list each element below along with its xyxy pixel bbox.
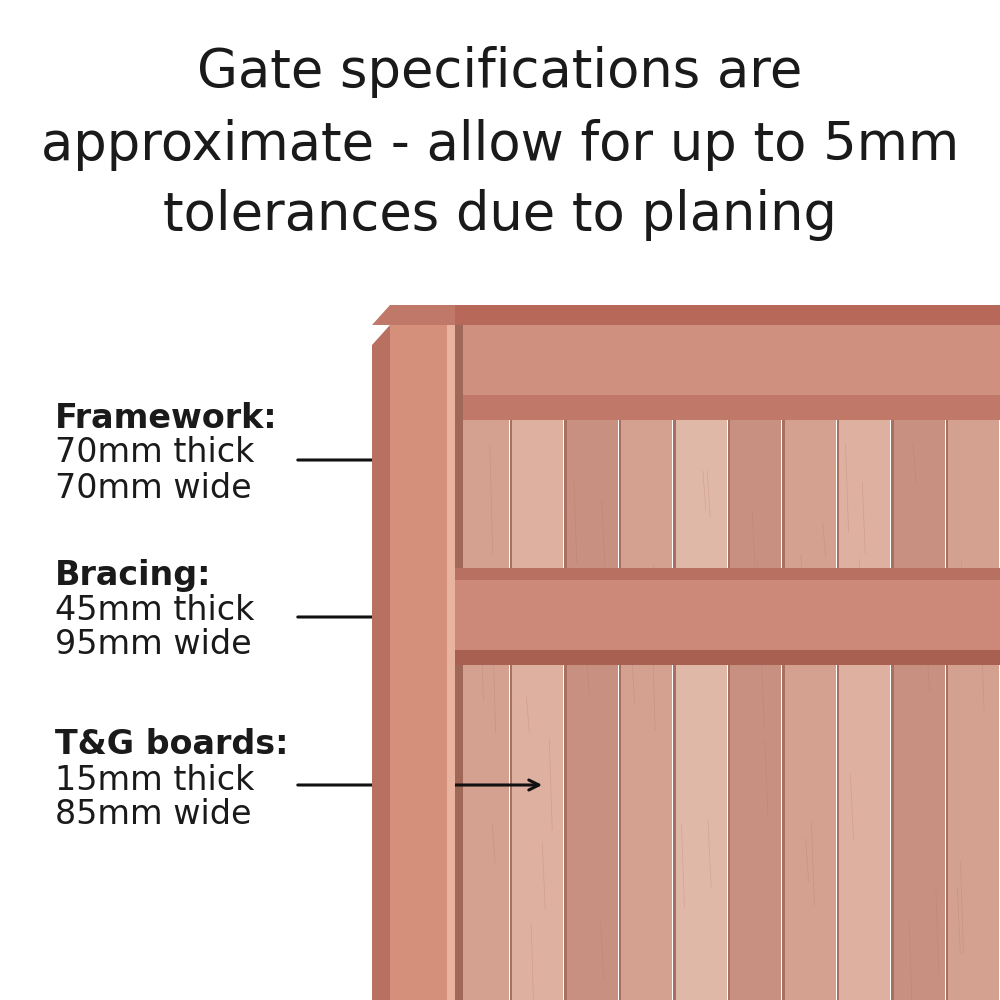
Bar [782, 395, 784, 1000]
Bar [946, 395, 999, 1000]
Bar [836, 395, 839, 1000]
Bar [455, 568, 1000, 580]
Text: T&G boards:: T&G boards: [55, 728, 288, 762]
Bar [674, 395, 726, 1000]
Bar [455, 650, 1000, 665]
Bar [620, 395, 672, 1000]
Bar [783, 395, 836, 1000]
Text: 45mm thick: 45mm thick [55, 593, 254, 626]
Bar [564, 395, 566, 1000]
Polygon shape [372, 305, 455, 325]
Text: Bracing:: Bracing: [55, 558, 212, 591]
Text: Gate specifications are: Gate specifications are [197, 46, 803, 98]
Bar [456, 395, 509, 1000]
Text: 70mm wide: 70mm wide [55, 472, 252, 504]
Bar [455, 395, 1000, 420]
Bar [455, 325, 463, 1000]
Bar [673, 395, 676, 1000]
Bar [455, 305, 1000, 325]
Bar [455, 580, 1000, 650]
Bar [565, 395, 618, 1000]
Text: 15mm thick: 15mm thick [55, 764, 254, 796]
Bar [511, 395, 563, 1000]
Bar [728, 395, 730, 1000]
Bar [728, 395, 781, 1000]
Bar [455, 395, 458, 1000]
Text: tolerances due to planing: tolerances due to planing [163, 189, 837, 241]
Bar [510, 395, 512, 1000]
Bar [390, 325, 455, 1000]
Text: Framework:: Framework: [55, 401, 278, 434]
Bar [892, 395, 944, 1000]
Bar [447, 325, 455, 1000]
Text: 70mm thick: 70mm thick [55, 436, 254, 470]
Text: 95mm wide: 95mm wide [55, 629, 252, 662]
Bar [891, 395, 894, 1000]
Bar [838, 395, 890, 1000]
Bar [455, 325, 1000, 395]
Bar [618, 395, 621, 1000]
Text: 85mm wide: 85mm wide [55, 798, 252, 832]
Polygon shape [372, 325, 390, 1000]
Text: approximate - allow for up to 5mm: approximate - allow for up to 5mm [41, 119, 959, 171]
Bar [946, 395, 948, 1000]
Polygon shape [390, 305, 455, 325]
